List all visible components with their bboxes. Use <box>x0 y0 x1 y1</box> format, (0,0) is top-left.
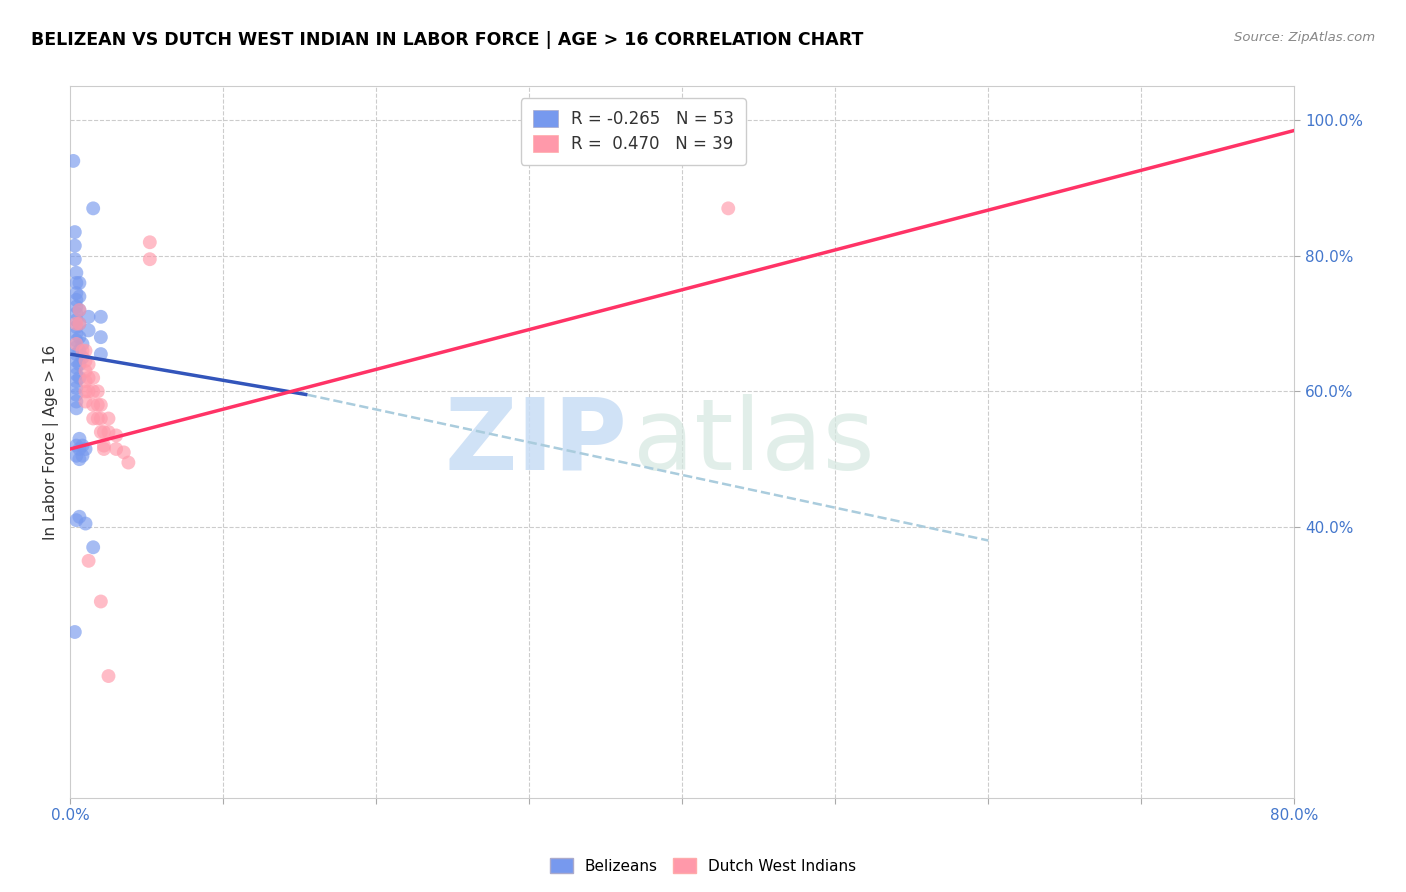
Point <box>72 337 94 351</box>
Point <box>90 594 112 608</box>
Point <box>65 381 87 395</box>
Point <box>67 317 90 331</box>
Point <box>67 371 90 385</box>
Point <box>65 286 87 301</box>
Point <box>67 276 90 290</box>
Point <box>67 357 90 371</box>
Point <box>77 384 100 399</box>
Point <box>65 317 87 331</box>
Point <box>90 425 112 439</box>
Point <box>82 371 104 385</box>
Point <box>67 343 90 358</box>
Point <box>75 516 97 531</box>
Point <box>75 384 97 399</box>
Point <box>77 371 100 385</box>
Point <box>139 235 162 250</box>
Point <box>62 153 84 168</box>
Point <box>65 276 87 290</box>
Legend: Belizeans, Dutch West Indians: Belizeans, Dutch West Indians <box>544 852 862 880</box>
Point <box>139 252 162 267</box>
Point <box>105 442 128 456</box>
Point <box>65 354 87 368</box>
Point <box>67 509 90 524</box>
Point <box>65 513 87 527</box>
Point <box>82 384 104 399</box>
Point <box>82 411 104 425</box>
Point <box>67 303 90 318</box>
Point <box>75 354 97 368</box>
Point <box>65 313 87 327</box>
Point <box>72 449 94 463</box>
Point <box>65 368 87 382</box>
Point <box>75 374 97 388</box>
Point <box>93 439 115 453</box>
Point <box>65 326 87 341</box>
Point <box>90 411 112 425</box>
Point <box>67 432 90 446</box>
Point <box>65 334 87 348</box>
Point <box>67 330 90 344</box>
Point <box>65 439 87 453</box>
Point <box>65 347 87 361</box>
Point <box>77 323 100 337</box>
Point <box>75 343 97 358</box>
Point <box>77 554 100 568</box>
Point <box>63 625 86 640</box>
Point <box>65 394 87 409</box>
Point <box>97 669 120 683</box>
Point <box>90 347 112 361</box>
Point <box>67 452 90 467</box>
Point <box>112 445 135 459</box>
Point <box>87 398 110 412</box>
Point <box>82 541 104 555</box>
Y-axis label: In Labor Force | Age > 16: In Labor Force | Age > 16 <box>44 344 59 540</box>
Point <box>67 317 90 331</box>
Point <box>65 388 87 402</box>
Point <box>87 411 110 425</box>
Point <box>65 306 87 320</box>
Legend: R = -0.265   N = 53, R =  0.470   N = 39: R = -0.265 N = 53, R = 0.470 N = 39 <box>522 98 745 165</box>
Point <box>67 442 90 456</box>
Point <box>65 401 87 416</box>
Point <box>65 360 87 375</box>
Point <box>75 364 97 378</box>
Point <box>75 442 97 456</box>
Point <box>90 330 112 344</box>
Point <box>105 428 128 442</box>
Point <box>72 439 94 453</box>
Point <box>90 310 112 324</box>
Point <box>72 351 94 365</box>
Point <box>717 202 740 216</box>
Text: atlas: atlas <box>633 393 875 491</box>
Point <box>65 293 87 307</box>
Point <box>82 202 104 216</box>
Point <box>67 303 90 318</box>
Point <box>87 384 110 399</box>
Point <box>90 398 112 412</box>
Point <box>75 394 97 409</box>
Point <box>97 425 120 439</box>
Text: ZIP: ZIP <box>444 393 627 491</box>
Text: Source: ZipAtlas.com: Source: ZipAtlas.com <box>1234 31 1375 45</box>
Point <box>63 238 86 252</box>
Point <box>77 310 100 324</box>
Point <box>67 289 90 303</box>
Point <box>65 449 87 463</box>
Point <box>93 425 115 439</box>
Point <box>72 343 94 358</box>
Point <box>65 374 87 388</box>
Point <box>65 320 87 334</box>
Point <box>63 225 86 239</box>
Point <box>63 252 86 267</box>
Point <box>65 337 87 351</box>
Point <box>117 456 139 470</box>
Point <box>82 398 104 412</box>
Text: BELIZEAN VS DUTCH WEST INDIAN IN LABOR FORCE | AGE > 16 CORRELATION CHART: BELIZEAN VS DUTCH WEST INDIAN IN LABOR F… <box>31 31 863 49</box>
Point <box>77 357 100 371</box>
Point <box>97 411 120 425</box>
Point <box>65 266 87 280</box>
Point <box>65 300 87 314</box>
Point <box>65 340 87 354</box>
Point <box>93 442 115 456</box>
